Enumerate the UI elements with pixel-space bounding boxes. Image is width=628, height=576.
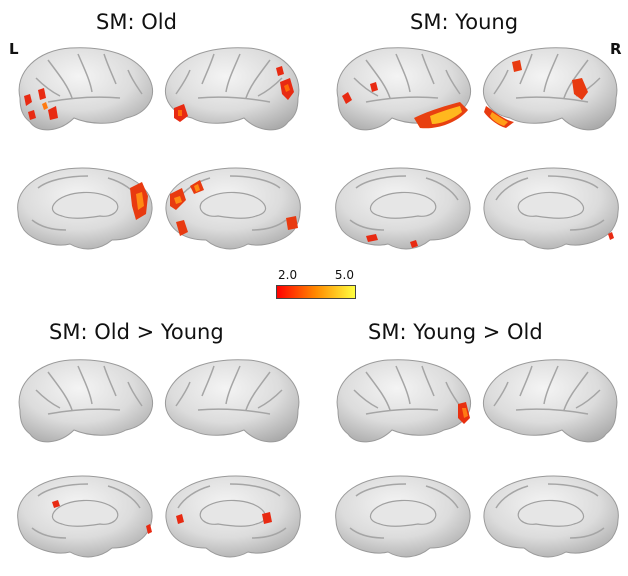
brain-old-left-medial: [17, 167, 153, 250]
colorbar-min-label: 2.0: [278, 268, 298, 282]
brain-young-right-medial: [483, 167, 619, 250]
brain-oldgtyoung-right-lateral: [165, 359, 300, 443]
brain-youngtold-right-medial: [483, 475, 619, 558]
left-hemisphere-label: L: [9, 40, 19, 58]
colorbar-gradient: [276, 285, 356, 299]
brain-youngtold-left-medial: [335, 475, 471, 558]
panel-title-young-gt-old: SM: Young > Old: [368, 320, 543, 344]
right-hemisphere-label: R: [610, 40, 622, 58]
brain-young-left-lateral: [336, 47, 471, 131]
panel-title-young: SM: Young: [410, 10, 519, 34]
brain-oldgtyoung-left-lateral: [18, 359, 153, 443]
brain-old-left-lateral: [18, 47, 153, 131]
colorbar-max-label: 5.0: [334, 268, 354, 282]
brain-youngtold-right-lateral: [483, 359, 618, 443]
panel-title-old: SM: Old: [96, 10, 177, 34]
colorbar: 2.0 5.0: [276, 268, 356, 304]
panel-title-old-gt-young: SM: Old > Young: [49, 320, 224, 344]
brain-young-right-lateral: [483, 47, 618, 131]
brain-oldgtyoung-left-medial: [17, 475, 153, 558]
brain-old-right-lateral: [165, 47, 300, 131]
brain-old-right-medial: [165, 167, 301, 250]
brain-oldgtyoung-right-medial: [165, 475, 301, 558]
brain-young-left-medial: [335, 167, 471, 250]
brain-youngtold-left-lateral: [336, 359, 471, 443]
